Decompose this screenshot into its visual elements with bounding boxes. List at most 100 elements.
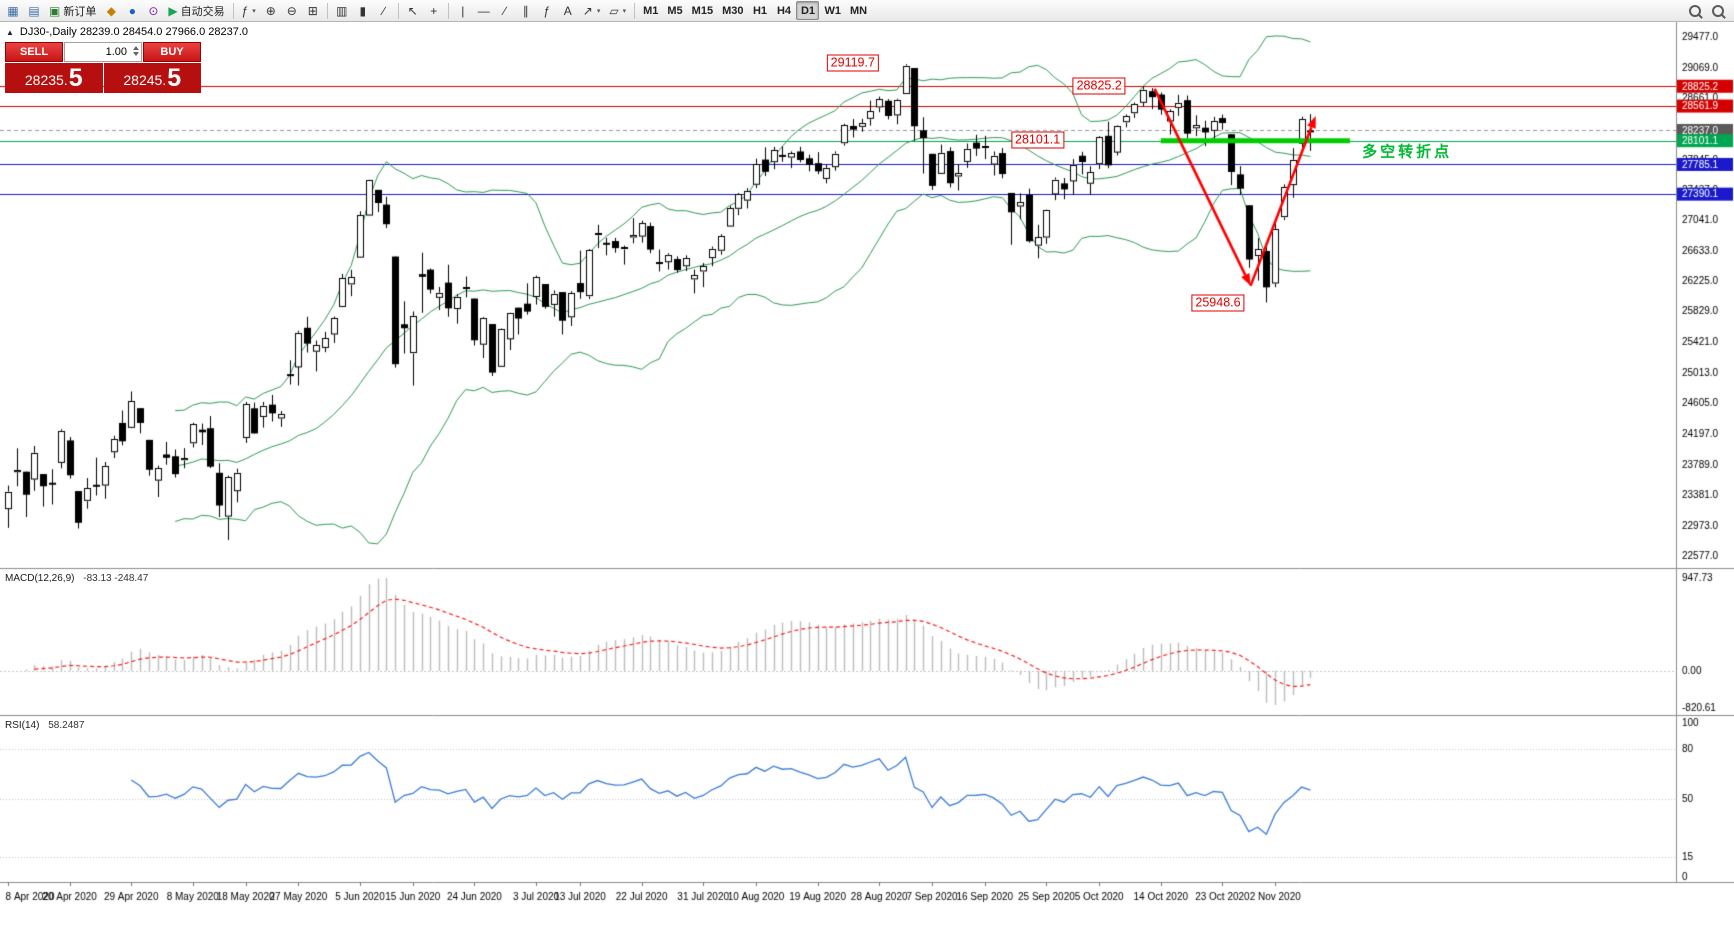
tile-windows-icon[interactable]: ⊞ xyxy=(303,1,323,20)
timeframe-h4-label: H4 xyxy=(776,4,792,17)
sell-price[interactable]: 28235. 5 xyxy=(5,63,103,93)
volume-spinner[interactable] xyxy=(133,46,139,56)
toolbar-right-icons xyxy=(1688,0,1734,22)
timeframe-d1-label: D1 xyxy=(800,4,816,17)
indicator-list-icon[interactable]: ƒ ▾ xyxy=(238,1,260,20)
script-icon[interactable]: ◆ xyxy=(101,1,121,20)
quick-search-icon[interactable] xyxy=(1711,4,1726,19)
buy-button[interactable]: BUY xyxy=(143,42,201,62)
timeframe-h4[interactable]: H4 xyxy=(772,1,795,20)
horizontal-line-icon[interactable]: ― xyxy=(474,1,494,20)
zoom-in-icon[interactable]: ⊕ xyxy=(261,1,281,20)
timeframe-m30-label: M30 xyxy=(722,4,744,17)
market-watch-icon[interactable]: ▦ xyxy=(3,1,23,20)
fibonacci-icon-glyph: ƒ xyxy=(543,3,551,18)
new-order-button-glyph: ▣ xyxy=(49,3,61,18)
pivot-annotation[interactable]: 28101.1 xyxy=(1011,131,1065,149)
chart-profiles-icon[interactable]: ▤ xyxy=(24,1,44,20)
line-chart-icon[interactable]: ∕ xyxy=(374,1,394,20)
rsi-indicator-label: RSI(14) 58.2487 xyxy=(5,720,84,731)
toolbar-separator xyxy=(232,2,234,19)
fibonacci-icon[interactable]: ƒ xyxy=(537,1,557,20)
crosshair-icon[interactable]: + xyxy=(424,1,444,20)
rsi-name: RSI(14) xyxy=(5,720,40,731)
timeframe-h1-label: H1 xyxy=(752,4,768,17)
cursor-icon[interactable]: ↖ xyxy=(403,1,423,20)
arrow-tools-icon[interactable]: ↗ ▾ xyxy=(579,1,605,20)
vertical-line-icon-glyph: | xyxy=(461,3,465,18)
arrow-tools-icon-caret-icon: ▾ xyxy=(596,7,601,15)
bar-chart-icon-glyph: ▥ xyxy=(336,3,348,18)
text-label-icon[interactable]: A xyxy=(558,1,578,20)
buy-price[interactable]: 28245. 5 xyxy=(103,63,201,93)
timeframe-w1[interactable]: W1 xyxy=(820,1,845,20)
timeframe-m15[interactable]: M15 xyxy=(688,1,717,20)
timeframe-m5-label: M5 xyxy=(667,4,683,17)
volume-down-icon xyxy=(133,52,139,56)
rsi-value: 58.2487 xyxy=(48,720,85,731)
one-click-toggle-icon[interactable]: ▲ xyxy=(6,27,14,37)
chart-area: ▲ DJ30-,Daily 28239.0 28454.0 27966.0 28… xyxy=(0,22,1734,947)
timeframe-w1-label: W1 xyxy=(824,4,841,17)
timeframe-m30[interactable]: M30 xyxy=(718,1,747,20)
swing-low-annotation[interactable]: 25948.6 xyxy=(1191,294,1245,312)
resistance-annotation[interactable]: 28825.2 xyxy=(1072,77,1126,95)
indicator-list-icon-glyph: ƒ xyxy=(241,3,249,18)
turning-point-label[interactable]: 多空转折点 xyxy=(1362,143,1453,161)
shapes-icon[interactable]: ▱ ▾ xyxy=(605,1,630,20)
channel-icon[interactable]: ∥ xyxy=(516,1,536,20)
toolbar-separator xyxy=(447,2,449,19)
vertical-line-icon[interactable]: | xyxy=(453,1,473,20)
timeframe-m5[interactable]: M5 xyxy=(663,1,686,20)
chart-profiles-icon-glyph: ▤ xyxy=(28,3,40,18)
zoom-out-icon-glyph: ⊖ xyxy=(286,3,297,18)
candlestick-chart-icon-glyph: ▮ xyxy=(359,3,367,18)
volume-value: 1.00 xyxy=(105,46,127,58)
text-label-icon-glyph: A xyxy=(563,3,572,18)
zoom-out-icon[interactable]: ⊖ xyxy=(282,1,302,20)
macd-indicator-label: MACD(12,26,9) -83.13 -248.47 xyxy=(5,573,148,584)
expert-advisor-icon-glyph: ⊙ xyxy=(148,3,159,18)
macd-values: -83.13 -248.47 xyxy=(83,573,149,584)
timeframe-d1[interactable]: D1 xyxy=(796,1,820,20)
volume-input[interactable]: 1.00 xyxy=(64,42,142,62)
bar-chart-icon[interactable]: ▥ xyxy=(332,1,352,20)
accounts-icon[interactable]: ● xyxy=(122,1,142,20)
trendline-icon[interactable]: ∕ xyxy=(495,1,515,20)
script-icon-glyph: ◆ xyxy=(106,3,116,18)
horizontal-line-icon-glyph: ― xyxy=(477,3,490,18)
new-order-button[interactable]: ▣ 新订单 xyxy=(45,1,100,20)
toolbar-separator xyxy=(326,2,328,19)
trendline-icon-glyph: ∕ xyxy=(503,3,506,18)
autotrading-button[interactable]: ▶ 自动交易 xyxy=(164,1,228,20)
autotrading-button-glyph: ▶ xyxy=(168,3,178,18)
swing-high-annotation[interactable]: 29119.7 xyxy=(826,54,879,72)
sell-button[interactable]: SELL xyxy=(5,42,63,62)
timeframe-m15-label: M15 xyxy=(691,4,714,17)
line-chart-icon-glyph: ∕ xyxy=(382,3,385,18)
shapes-icon-caret-icon: ▾ xyxy=(622,7,627,15)
accounts-icon-glyph: ● xyxy=(128,3,136,18)
symbol-search-icon[interactable] xyxy=(1688,4,1703,19)
price-chart-canvas[interactable] xyxy=(0,22,1734,947)
shapes-icon-glyph: ▱ xyxy=(609,3,619,18)
market-watch-icon-glyph: ▦ xyxy=(7,3,19,18)
expert-advisor-icon[interactable]: ⊙ xyxy=(143,1,163,20)
toolbar-separator xyxy=(397,2,399,19)
toolbar: ▦ ▤ ▣ 新订单 ◆ ● ⊙ ▶ 自动交易 ƒ ▾ ⊕ ⊖ ⊞ ▥ ▮ ∕ ↖ + | ― ∕ ∥ ƒ A ↗ ▾ ▱ ▾ M1 M5 M1… xyxy=(0,0,1734,22)
chart-title: DJ30-,Daily 28239.0 28454.0 27966.0 2823… xyxy=(19,26,249,38)
cursor-icon-glyph: ↖ xyxy=(407,3,418,18)
toolbar-separator xyxy=(634,2,636,19)
timeframe-m1[interactable]: M1 xyxy=(639,1,662,20)
timeframe-mn[interactable]: MN xyxy=(846,1,871,20)
timeframe-h1[interactable]: H1 xyxy=(748,1,771,20)
timeframe-mn-label: MN xyxy=(849,4,868,17)
candlestick-chart-icon[interactable]: ▮ xyxy=(353,1,373,20)
channel-icon-glyph: ∥ xyxy=(522,3,529,18)
new-order-button-label: 新订单 xyxy=(63,5,97,18)
autotrading-button-label: 自动交易 xyxy=(180,5,225,18)
zoom-in-icon-glyph: ⊕ xyxy=(265,3,276,18)
crosshair-icon-glyph: + xyxy=(430,3,438,18)
one-click-trading-panel: SELL 1.00 BUY 28235. 5 28245. 5 xyxy=(5,42,201,93)
